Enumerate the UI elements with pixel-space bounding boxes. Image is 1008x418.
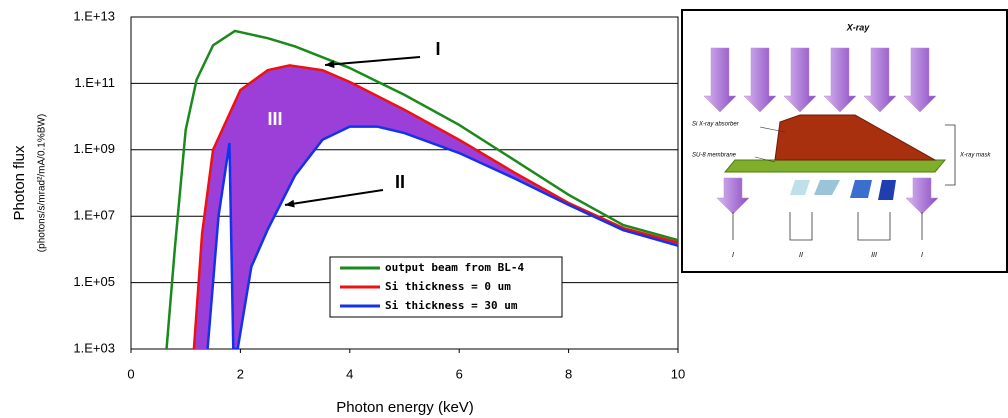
- x-tick-label: 6: [456, 366, 463, 381]
- annotation-arrow: [324, 56, 421, 66]
- leader: [759, 126, 786, 133]
- grid: [131, 16, 678, 350]
- transmitted-arrows: [716, 177, 939, 215]
- region-lines: [732, 212, 923, 241]
- legend-label: Si thickness = 30 um: [385, 299, 518, 312]
- legend: output beam from BL-4 Si thickness = 0 um…: [329, 256, 563, 318]
- arrow: [863, 47, 897, 113]
- series-line: [206, 125, 678, 349]
- arrow: [903, 47, 937, 113]
- legend-label: Si thickness = 0 um: [385, 280, 511, 293]
- region-label: I: [921, 252, 923, 259]
- annotation-arrow: [284, 189, 384, 206]
- block: [850, 180, 872, 198]
- y-tick-label: 1.E+13: [73, 8, 115, 23]
- block: [790, 180, 810, 195]
- y-axis-subtitle: (photons/s/mrad²/mA/0.1%BW): [37, 114, 48, 252]
- region-label: III: [871, 252, 877, 259]
- x-axis-title: Photon energy (keV): [336, 399, 474, 416]
- x-tick-label: 4: [346, 366, 353, 381]
- annotation: II: [395, 172, 405, 192]
- arrow: [905, 177, 939, 215]
- band-fill: [193, 65, 678, 349]
- legend-label: output beam from BL-4: [385, 261, 524, 274]
- annotation: III: [267, 109, 282, 129]
- annotation-arrowhead: [325, 60, 335, 69]
- leader: [754, 156, 776, 163]
- incident-arrows: [703, 47, 937, 113]
- x-tick-label: 8: [565, 366, 572, 381]
- annotation-arrowhead: [285, 199, 295, 208]
- bracket: [945, 124, 956, 186]
- inset-label: X-ray mask: [959, 153, 991, 159]
- series-line: [192, 64, 678, 349]
- absorber: [774, 114, 937, 161]
- block: [814, 180, 840, 195]
- arrow: [823, 47, 857, 113]
- y-tick-label: 1.E+05: [73, 274, 115, 289]
- y-tick-label: 1.E+07: [73, 208, 115, 223]
- x-tick-label: 0: [127, 366, 134, 381]
- y-tick-label: 1.E+03: [73, 340, 115, 355]
- y-tick-label: 1.E+11: [74, 75, 115, 90]
- y-axis-title: Photon flux: [11, 145, 28, 221]
- arrow: [743, 47, 777, 113]
- inset-title: X-ray: [846, 22, 871, 32]
- x-tick-label: 10: [671, 366, 685, 381]
- inset-diagram: X-ray Si X-ray absorber SU-8 membrane X-…: [681, 9, 1008, 273]
- arrow: [783, 47, 817, 113]
- inset-label: SU-8 membrane: [692, 153, 737, 159]
- membrane: [723, 159, 947, 173]
- inset-label: Si X-ray absorber: [692, 122, 740, 128]
- block: [878, 180, 896, 200]
- y-tick-label: 1.E+09: [73, 141, 115, 156]
- x-tick-label: 2: [237, 366, 244, 381]
- region-label: II: [799, 252, 803, 259]
- data: [165, 29, 678, 349]
- arrow: [716, 177, 750, 215]
- series-line: [165, 29, 678, 349]
- annotation: I: [435, 39, 440, 59]
- region-label: I: [732, 252, 734, 259]
- arrow: [703, 47, 737, 113]
